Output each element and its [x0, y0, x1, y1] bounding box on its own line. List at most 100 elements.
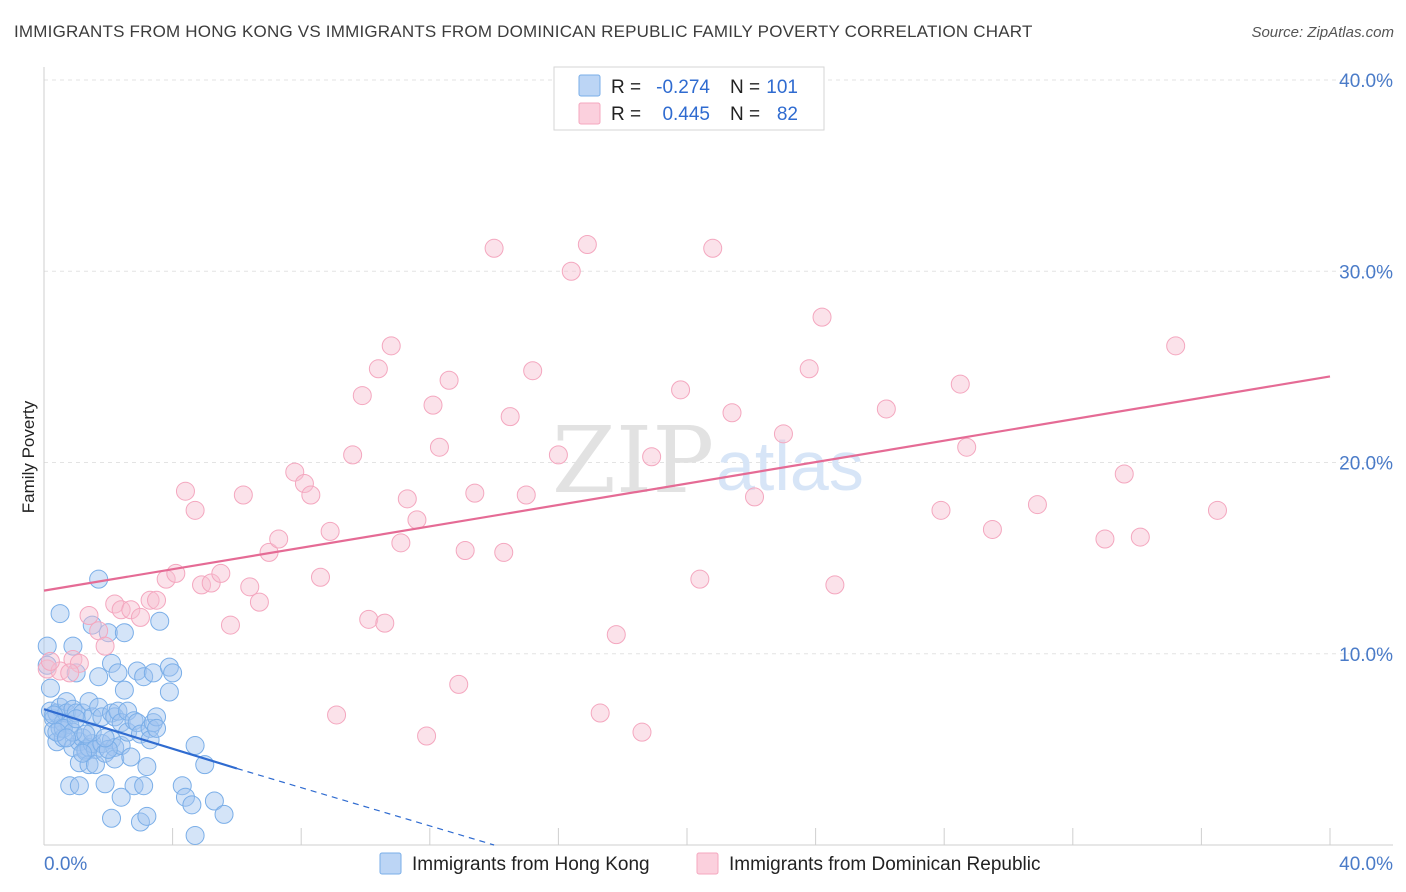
dominican-republic-point: [516, 485, 536, 505]
dominican-republic-point: [642, 447, 662, 467]
hong-kong-point: [137, 757, 157, 777]
hong-kong-point: [147, 707, 167, 727]
trendlines: [43, 375, 1331, 846]
hong-kong-point: [143, 663, 163, 683]
hong-kong-point: [82, 707, 102, 727]
dominican-republic-point: [429, 437, 449, 457]
hong-kong-point: [134, 667, 154, 687]
dominican-republic-point: [465, 483, 485, 503]
bottom-legend-label-hong-kong: Immigrants from Hong Kong: [412, 854, 650, 875]
correlation-legend: R = -0.274 N = 101 R = 0.445 N = 82: [553, 66, 825, 131]
dominican-republic-point: [799, 359, 819, 379]
dominican-republic-point: [111, 600, 131, 620]
dominican-republic-point: [950, 374, 970, 394]
y-tick-label-0: 10.0%: [1339, 645, 1393, 666]
hong-kong-point: [163, 663, 183, 683]
axes: [43, 67, 1393, 846]
gridlines: [44, 79, 1392, 655]
source-label: Source: ZipAtlas.com: [1251, 24, 1394, 41]
legend-n-label-1: N =: [730, 77, 760, 98]
dominican-republic-point: [130, 607, 150, 627]
dominican-republic-point: [690, 569, 710, 589]
hong-kong-point: [69, 776, 89, 796]
hong-kong-point: [37, 636, 57, 656]
hong-kong-point: [185, 736, 205, 756]
dominican-republic-point: [185, 500, 205, 520]
dominican-republic-point: [606, 625, 626, 645]
dominican-republic-point: [40, 651, 60, 671]
y-tick-label-2: 30.0%: [1339, 262, 1393, 283]
dominican-republic-point: [449, 674, 469, 694]
chart-title: IMMIGRANTS FROM HONG KONG VS IMMIGRANTS …: [14, 22, 1033, 41]
dominican-republic-point: [79, 606, 99, 625]
hong-kong-point: [73, 743, 93, 763]
hong-kong-point: [124, 776, 144, 796]
dominican-republic-point: [484, 238, 504, 258]
hong-kong-point: [172, 776, 192, 796]
dominican-republic-point: [773, 424, 793, 444]
dominican-republic-point: [423, 395, 443, 415]
dominican-republic-point: [175, 481, 195, 501]
dominican-republic-point: [368, 359, 388, 379]
hong-kong-point: [147, 718, 167, 738]
hong-kong-point: [76, 724, 96, 744]
hong-kong-point: [95, 774, 115, 794]
hong-kong-point: [57, 728, 77, 748]
dominican-republic-point: [671, 380, 691, 400]
dominican-republic-trendline: [43, 375, 1331, 592]
y-tick-label-3: 40.0%: [1339, 71, 1393, 92]
legend-n-value-1: 101: [766, 77, 798, 98]
dominican-republic-point: [320, 521, 340, 541]
dominican-republic-point: [577, 234, 597, 254]
dominican-republic-point: [812, 307, 832, 327]
dominican-republic-point: [95, 636, 115, 656]
dominican-republic-point: [375, 613, 395, 633]
legend-r-value-2: 0.445: [662, 104, 710, 125]
dominican-republic-point: [352, 386, 372, 406]
dominican-republic-point: [294, 474, 314, 494]
bottom-legend-swatch-hong-kong: [379, 852, 402, 875]
hong-kong-point: [47, 722, 67, 742]
dominican-republic-point: [240, 577, 260, 597]
legend-swatch-dominican-republic: [578, 102, 601, 125]
hong-kong-point: [111, 787, 131, 807]
dominican-republic-point: [407, 510, 427, 530]
dominican-republic-point: [220, 615, 240, 635]
hong-kong-point: [79, 692, 99, 712]
watermark-zip: ZIP: [552, 407, 714, 514]
y-axis-label: Family Poverty: [19, 400, 38, 513]
dominican-republic-point: [397, 489, 417, 509]
hong-kong-point: [204, 791, 224, 811]
dominican-republic-point: [500, 407, 520, 427]
dominican-republic-point: [391, 533, 411, 553]
hong-kong-point: [63, 636, 83, 656]
x-tick-label-0: 0.0%: [44, 854, 87, 875]
dominican-republic-point: [1114, 464, 1134, 484]
legend-r-value-1: -0.274: [656, 77, 710, 98]
legend-n-label-2: N =: [730, 104, 760, 125]
hong-kong-point: [140, 718, 160, 738]
dominican-republic-point: [590, 703, 610, 723]
dominican-republic-point: [249, 592, 269, 612]
hong-kong-point: [50, 604, 70, 624]
hong-kong-trendline: [43, 708, 238, 770]
hong-kong-point: [159, 657, 179, 677]
hong-kong-point: [60, 776, 80, 796]
hong-kong-point: [102, 808, 122, 828]
dominican-republic-point: [1207, 500, 1227, 520]
dominican-republic-point: [523, 361, 543, 381]
bottom-legend-swatch-dominican-republic: [696, 852, 719, 875]
legend-n-value-2: 82: [777, 104, 798, 125]
dominican-republic-point: [1130, 527, 1150, 547]
dominican-republic-point: [703, 238, 723, 258]
dominican-republic-point: [931, 500, 951, 520]
dominican-republic-point: [211, 563, 231, 583]
hong-kong-point: [108, 663, 128, 683]
hong-kong-point: [98, 739, 118, 759]
y-tick-label-1: 20.0%: [1339, 454, 1393, 475]
bottom-legend: Immigrants from Hong Kong Immigrants fro…: [379, 852, 1041, 875]
hong-kong-point: [102, 653, 122, 673]
hong-kong-point: [185, 825, 205, 845]
legend-swatch-hong-kong: [578, 74, 601, 97]
